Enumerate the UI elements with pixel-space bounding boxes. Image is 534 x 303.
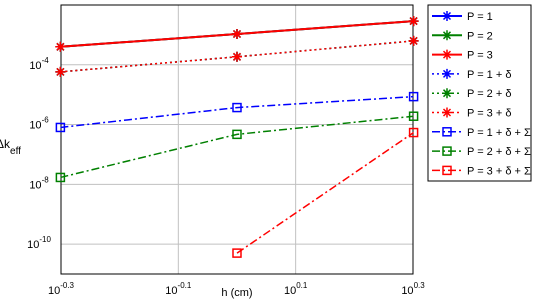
marker xyxy=(231,29,242,40)
marker xyxy=(442,49,452,60)
marker xyxy=(55,122,66,133)
marker xyxy=(408,91,419,102)
y-axis-label-sub: eff xyxy=(10,146,21,157)
tick-label: 100.3 xyxy=(401,281,425,297)
legend-label: P = 2 xyxy=(467,30,493,42)
tick-label-exponent: -6 xyxy=(42,116,50,125)
tick-label: 10-0.1 xyxy=(165,281,192,297)
series-line xyxy=(236,131,415,254)
tick-label-exponent: 0.1 xyxy=(296,281,308,290)
marker xyxy=(442,127,452,137)
legend-label: P = 2 + δ + Σ xyxy=(467,146,531,158)
plot-frame xyxy=(60,4,414,275)
marker xyxy=(231,51,242,62)
y-axis-label: Δkeff xyxy=(0,137,21,157)
tick-label-base: 10 xyxy=(165,285,177,297)
legend-label: P = 1 + δ + Σ xyxy=(467,127,531,139)
tick-label-exponent: -8 xyxy=(42,175,50,184)
tick-label-base: 10 xyxy=(29,179,41,191)
marker xyxy=(442,107,452,118)
legend-label: P = 1 + δ xyxy=(467,69,511,81)
marker xyxy=(408,16,419,27)
marker xyxy=(232,248,242,258)
tick-label-exponent: -4 xyxy=(42,56,50,65)
tick-label: 10-0.3 xyxy=(48,281,75,297)
y-axis-label-main: Δk xyxy=(0,137,11,151)
series-line xyxy=(60,40,414,73)
marker xyxy=(232,129,242,140)
legend-label: P = 3 xyxy=(467,50,493,62)
legend-label: P = 2 + δ xyxy=(467,88,511,100)
tick-label-base: 10 xyxy=(401,285,413,297)
tick-label: 100.1 xyxy=(284,281,308,297)
x-axis-label: h (cm) xyxy=(221,287,252,299)
tick-label: 10-10 xyxy=(27,235,51,251)
marker xyxy=(408,35,419,46)
marker xyxy=(55,172,66,183)
marker xyxy=(442,68,452,79)
marker xyxy=(442,30,452,41)
marker xyxy=(442,146,452,156)
marker xyxy=(55,41,66,52)
tick-label-exponent: -0.1 xyxy=(178,281,192,290)
marker xyxy=(408,127,419,138)
tick-label-base: 10 xyxy=(27,239,39,251)
legend-label: P = 3 + δ xyxy=(467,108,511,120)
series-line xyxy=(60,95,414,129)
tick-label-exponent: 0.3 xyxy=(414,281,426,290)
marker xyxy=(55,66,66,77)
marker xyxy=(442,11,452,21)
tick-label-base: 10 xyxy=(29,120,41,132)
tick-label-base: 10 xyxy=(48,285,60,297)
marker xyxy=(442,88,452,99)
series-line xyxy=(60,115,414,179)
marker xyxy=(232,102,242,113)
legend-label: P = 1 xyxy=(467,11,493,23)
marker xyxy=(408,111,419,121)
tick-label: 10-8 xyxy=(29,175,49,191)
tick-label-exponent: -10 xyxy=(39,235,51,244)
tick-label: 10-4 xyxy=(29,56,49,72)
tick-label-base: 10 xyxy=(29,60,41,72)
legend-label: P = 3 + δ + Σ xyxy=(467,165,531,177)
tick-label-base: 10 xyxy=(284,285,296,297)
tick-label: 10-6 xyxy=(29,116,49,132)
tick-label-exponent: -0.3 xyxy=(60,281,74,290)
marker xyxy=(442,165,452,176)
